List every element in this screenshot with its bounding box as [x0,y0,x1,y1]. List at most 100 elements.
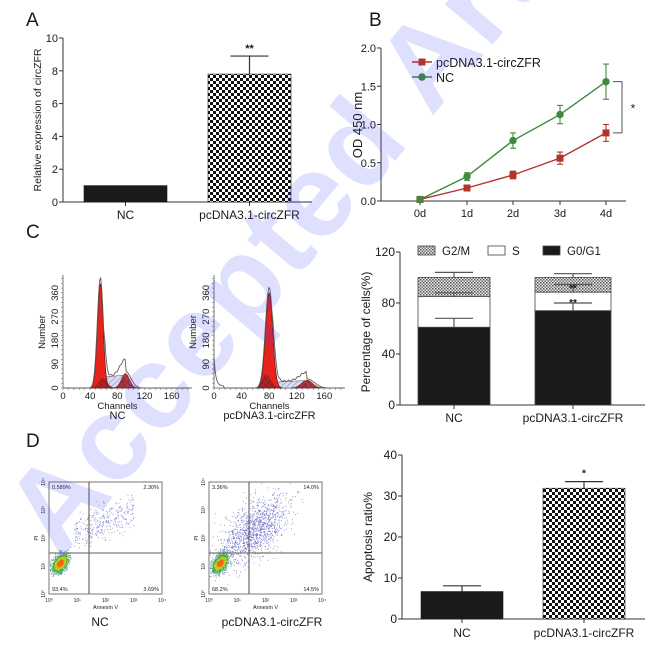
scatter-dot [109,523,111,524]
scatter-dot [210,565,212,567]
scatter-dot [57,569,59,571]
x-tick-label: 3d [554,208,566,220]
scatter-dot [258,523,260,525]
scatter-dot [210,571,212,573]
scatter-dot [269,499,271,501]
scatter-dot [212,570,213,572]
scatter-dot [255,547,257,549]
x-tick-label: 160 [316,391,332,402]
scatter-dot [54,565,56,567]
scatter-dot [90,541,92,543]
scatter-dot [75,540,76,542]
scatter-dot [262,524,264,526]
scatter-dot [64,564,66,566]
scatter-dot [254,551,256,553]
scatter-dot [292,519,294,521]
scatter-dot [61,554,63,556]
scatter-dot [272,524,274,526]
scatter-dot [253,556,255,558]
scatter-dot [63,553,65,555]
scatter-dot [275,501,277,503]
scatter-dot [106,525,108,527]
scatter-dot [220,560,222,562]
scatter-dot [223,573,225,575]
scatter-dot [266,513,268,515]
scatter-dot [257,530,259,532]
scatter-dot [60,570,62,572]
scatter-dot [240,529,241,530]
scatter-dot [218,575,220,577]
scatter-dot [277,532,278,534]
x-tick-label: 120 [289,391,305,402]
scatter-dot [264,514,265,516]
scatter-dot [225,565,227,567]
scatter-dot [242,529,244,531]
scatter-dot [247,538,249,540]
scatter-dot [272,509,274,511]
scatter-dot [247,527,249,529]
scatter-dot [260,521,261,523]
scatter-dot [223,571,225,573]
scatter-dot [96,519,98,521]
scatter-dot [216,571,218,573]
scatter-dot [215,574,217,576]
scatter-dot [270,517,272,519]
scatter-dot [58,570,60,572]
scatter-dot [232,546,234,548]
scatter-dot [259,521,261,523]
scatter-dot [234,528,236,530]
scatter-dot [254,545,256,547]
scatter-dot [235,547,237,549]
scatter-dot [247,536,249,538]
scatter-dot [264,517,266,519]
scatter-dot [210,560,212,562]
scatter-dot [237,530,239,532]
scatter-dot [241,507,243,509]
scatter-dot [237,527,239,529]
scatter-dot [252,525,254,527]
scatter-dot [240,519,242,521]
scatter-dot [53,559,55,561]
scatter-dot [213,567,215,569]
scatter-dot [54,567,56,569]
scatter-dot [92,533,94,535]
scatter-dot [68,559,70,561]
scatter-dot [98,537,100,538]
scatter-dot [240,517,241,519]
scatter-dot [252,545,253,547]
scatter-dot [269,519,271,520]
scatter-dot [76,528,78,530]
scatter-dot [256,542,258,544]
scatter-dot [247,534,249,535]
data-point [602,129,610,137]
scatter-dot [234,551,236,553]
scatter-dot [224,571,226,573]
scatter-dot [263,543,265,545]
scatter-dot [50,572,52,574]
scatter-dot [58,561,60,563]
scatter-dot [223,558,225,560]
scatter-dot [229,562,231,564]
scatter-dot [243,544,245,546]
scatter-dot [210,572,212,574]
scatter-dot [217,572,219,574]
scatter-dot [97,520,99,522]
scatter-dot [251,528,252,530]
scatter-dot [67,559,69,561]
scatter-dot [67,565,69,567]
scatter-dot [113,524,115,526]
scatter-dot [60,566,62,568]
scatter-dot [237,512,239,514]
quadrant-label-ul: 0.589% [52,485,71,491]
x-tick-label: pcDNA3.1-circZFR [534,626,635,640]
scatter-dot [51,568,53,570]
scatter-dot [234,559,236,561]
scatter-dot [51,567,53,569]
scatter-dot [93,519,95,521]
scatter-dot [60,563,62,565]
scatter-dot [63,561,65,563]
scatter-dot [264,500,266,502]
histogram-g2m-peak [291,379,323,389]
scatter-dot [58,569,60,571]
